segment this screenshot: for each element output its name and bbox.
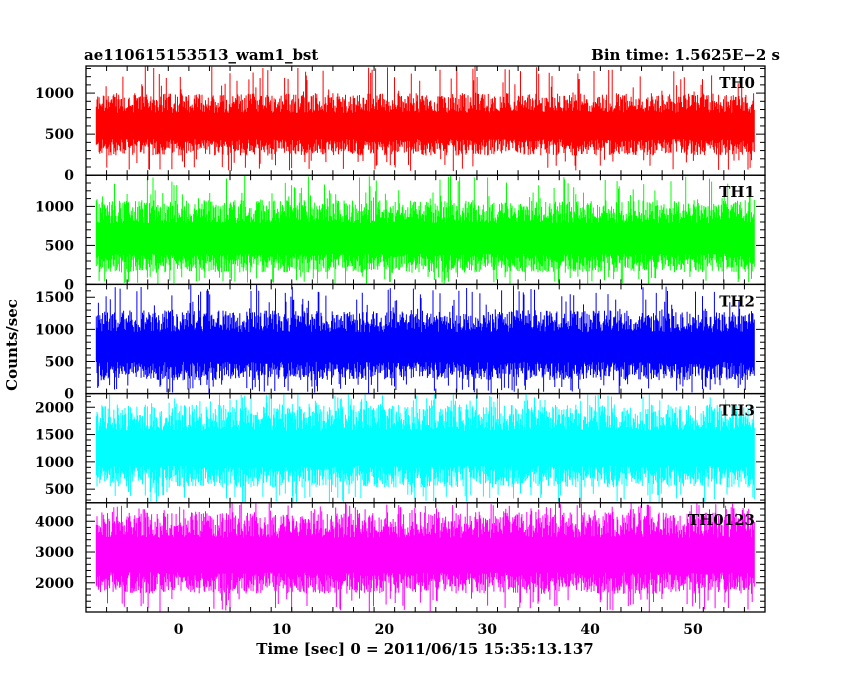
y-tick-label: 1000 [35,322,74,338]
series-th0 [95,66,755,172]
x-tick-label: 30 [477,622,497,638]
panel-label: TH3 [719,402,755,420]
panel-label: TH2 [719,292,755,310]
panel-th0: 0 500 1000 TH0 [35,65,766,184]
panel-label: TH0123 [688,511,755,529]
y-tick-label: 1000 [35,199,74,215]
y-tick-label: 2000 [35,400,74,416]
panel-th2: 0 500 1000 1500 TH2 [35,283,766,403]
chart-title: ae110615153513_wam1_bst [84,46,318,64]
y-tick-label: 500 [45,238,74,254]
y-tick-label: 1000 [35,86,74,102]
panel-label: TH0 [719,74,755,92]
y-tick-label: 3000 [35,545,74,561]
y-tick-label: 500 [45,482,74,498]
panel-label: TH1 [719,183,755,201]
panel-th3: 500 1000 1500 2000 TH3 [35,392,766,504]
x-tick-label: 50 [683,622,703,638]
series-th1 [95,175,755,285]
x-tick-label: 10 [272,622,292,638]
y-tick-label: 0 [64,168,74,184]
y-tick-label: 4000 [35,514,74,530]
bin-time-label: Bin time: 1.5625E−2 s [591,46,780,64]
x-tick-label: 40 [580,622,600,638]
y-axis-label: Counts/sec [3,299,21,391]
panel-th1: 0 500 1000 TH1 [35,174,766,293]
y-tick-label: 1500 [35,290,74,306]
y-tick-label: 0 [64,277,74,293]
panel-frame [85,502,766,613]
series-th0123 [95,502,755,612]
x-tick-label: 0 [174,622,184,638]
y-tick-label: 500 [45,354,74,370]
series-th2 [95,284,755,394]
y-tick-label: 500 [45,127,74,143]
panel-th0123: 2000 3000 4000 TH0123 [35,502,766,613]
y-tick-label: 0 [64,387,74,403]
x-axis-label: Time [sec] 0 = 2011/06/15 15:35:13.137 [256,640,593,658]
x-tick-label: 20 [375,622,395,638]
y-tick-label: 1000 [35,455,74,471]
y-tick-label: 1500 [35,428,74,444]
series-th3 [95,393,755,503]
y-tick-label: 2000 [35,576,74,592]
